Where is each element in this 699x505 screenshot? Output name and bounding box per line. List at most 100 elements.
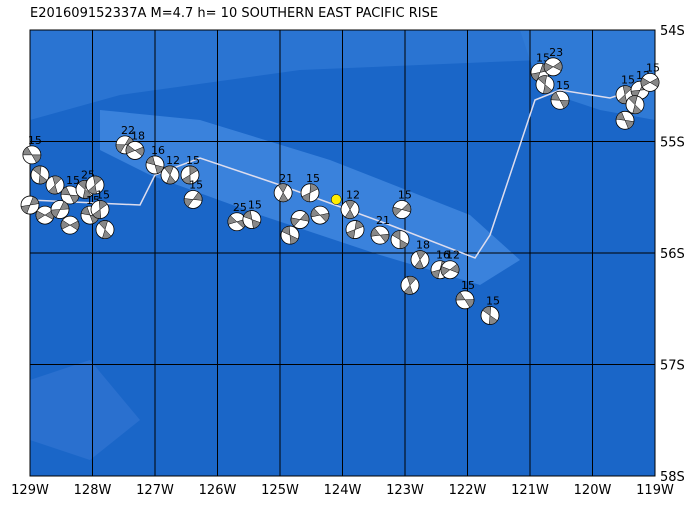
beachball [85,175,105,195]
beachball [340,200,360,219]
beachball [183,190,203,209]
depth-label: 15 [28,134,42,147]
depth-label: 15 [189,178,203,191]
depth-label: 21 [279,172,293,185]
beachball [20,195,40,215]
beachball [30,165,50,185]
beachball-quadrant [391,230,409,249]
beachball-quadrant [183,191,203,208]
depth-label: 15 [556,79,570,92]
beachball [180,165,200,185]
beachball-quadrant [60,219,80,231]
depth-label: 25 [233,201,247,214]
y-tick-label: 55S [660,136,685,151]
beachball [625,95,645,115]
beachball-quadrant [640,77,660,88]
beachball-quadrant [281,225,299,245]
beachball-quadrant [550,91,570,109]
map-title: E201609152337A M=4.7 h= 10 SOUTHERN EAST… [30,6,438,21]
beachball [290,210,310,229]
depth-label: 12 [346,189,360,202]
depth-label: 15 [486,294,500,307]
x-tick-label: 129W [11,483,49,498]
beachball [550,90,570,110]
beachball-quadrant [482,306,498,325]
beachball-quadrant [87,175,103,195]
depth-label: 15 [646,61,660,74]
shallow-area [30,30,540,120]
beachball [535,75,555,95]
beachball [345,220,365,239]
depth-label: 18 [416,239,430,252]
x-tick-label: 119W [636,483,674,498]
beachball [390,230,410,250]
beachball-quadrant [181,165,199,185]
depth-label: 16 [436,249,450,262]
x-tick-label: 125W [261,483,299,498]
beachball-quadrant [310,208,330,223]
beachball [273,183,293,203]
beachball [145,155,165,175]
depth-label: 15 [96,189,110,202]
beachball-quadrant [344,200,356,219]
depth-label: 23 [549,46,563,59]
y-tick-label: 57S [660,359,685,374]
beachball [160,165,180,185]
beachball [640,73,660,92]
depth-label: 18 [131,129,145,142]
beachball [310,205,330,225]
beachball [410,250,430,270]
beachball-quadrant [50,201,70,218]
x-tick-label: 122W [449,483,487,498]
x-tick-label: 121W [511,483,549,498]
beachball [125,141,145,160]
depth-label: 15 [248,199,262,212]
x-tick-label: 128W [74,483,112,498]
beachball-quadrant [414,250,426,269]
depth-label: 15 [306,172,320,185]
beachball [22,145,42,165]
beachball-quadrant [92,200,108,219]
beachball [480,306,500,325]
beachball [60,215,80,235]
depth-label: 15 [621,74,635,87]
beachball-quadrant [243,210,261,229]
beachball [95,220,115,239]
beachball [400,275,420,295]
y-tick-label: 54S [660,24,685,39]
beachball-quadrant [98,220,112,239]
y-tick-label: 58S [660,470,685,485]
beachball [242,210,262,229]
beachball-quadrant [290,212,310,227]
beachball [370,225,390,245]
depth-label: 15 [461,279,475,292]
x-tick-label: 126W [199,483,237,498]
beachball-quadrant [628,95,642,114]
beachball-quadrant [370,227,390,243]
beachball-quadrant [346,220,364,239]
depth-label: 22 [121,124,135,137]
beachball-quadrant [22,146,42,164]
beachball-quadrant [125,144,145,157]
beachball [280,225,300,245]
beachball [300,183,320,203]
beachball-quadrant [615,111,635,130]
depth-label: 16 [151,144,165,157]
y-tick-label: 56S [660,247,685,262]
beachball-quadrant [543,61,563,73]
beachball [45,175,65,195]
depth-label: 12 [166,154,180,167]
depth-label: 15 [66,174,80,187]
beachball-quadrant [392,202,412,217]
beachball [50,200,70,219]
beachball-quadrant [277,183,289,203]
beachball-quadrant [440,263,460,276]
beachball [392,200,412,219]
beachball-quadrant [301,183,319,203]
x-tick-label: 124W [324,483,362,498]
beachball [90,200,110,219]
depth-label: 12 [446,249,460,262]
shallow-area [30,360,140,460]
x-tick-label: 120W [574,483,612,498]
beachball-quadrant [455,291,475,308]
